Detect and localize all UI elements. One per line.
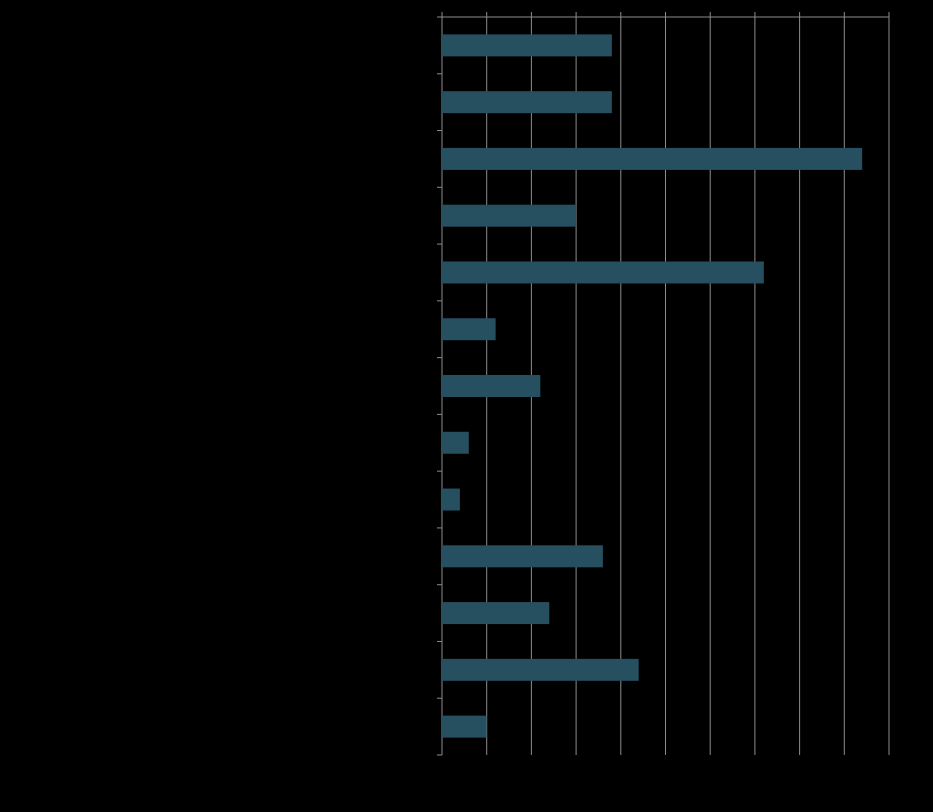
- bar: [442, 318, 496, 341]
- bar: [442, 658, 639, 681]
- bar: [442, 545, 603, 568]
- bar: [442, 91, 612, 114]
- bar: [442, 488, 460, 511]
- bar: [442, 204, 577, 227]
- bar: [442, 602, 550, 625]
- bar: [442, 261, 764, 284]
- bar: [442, 147, 863, 170]
- bar: [442, 375, 541, 397]
- bar: [442, 715, 487, 738]
- bar: [442, 34, 612, 57]
- bar: [442, 431, 469, 454]
